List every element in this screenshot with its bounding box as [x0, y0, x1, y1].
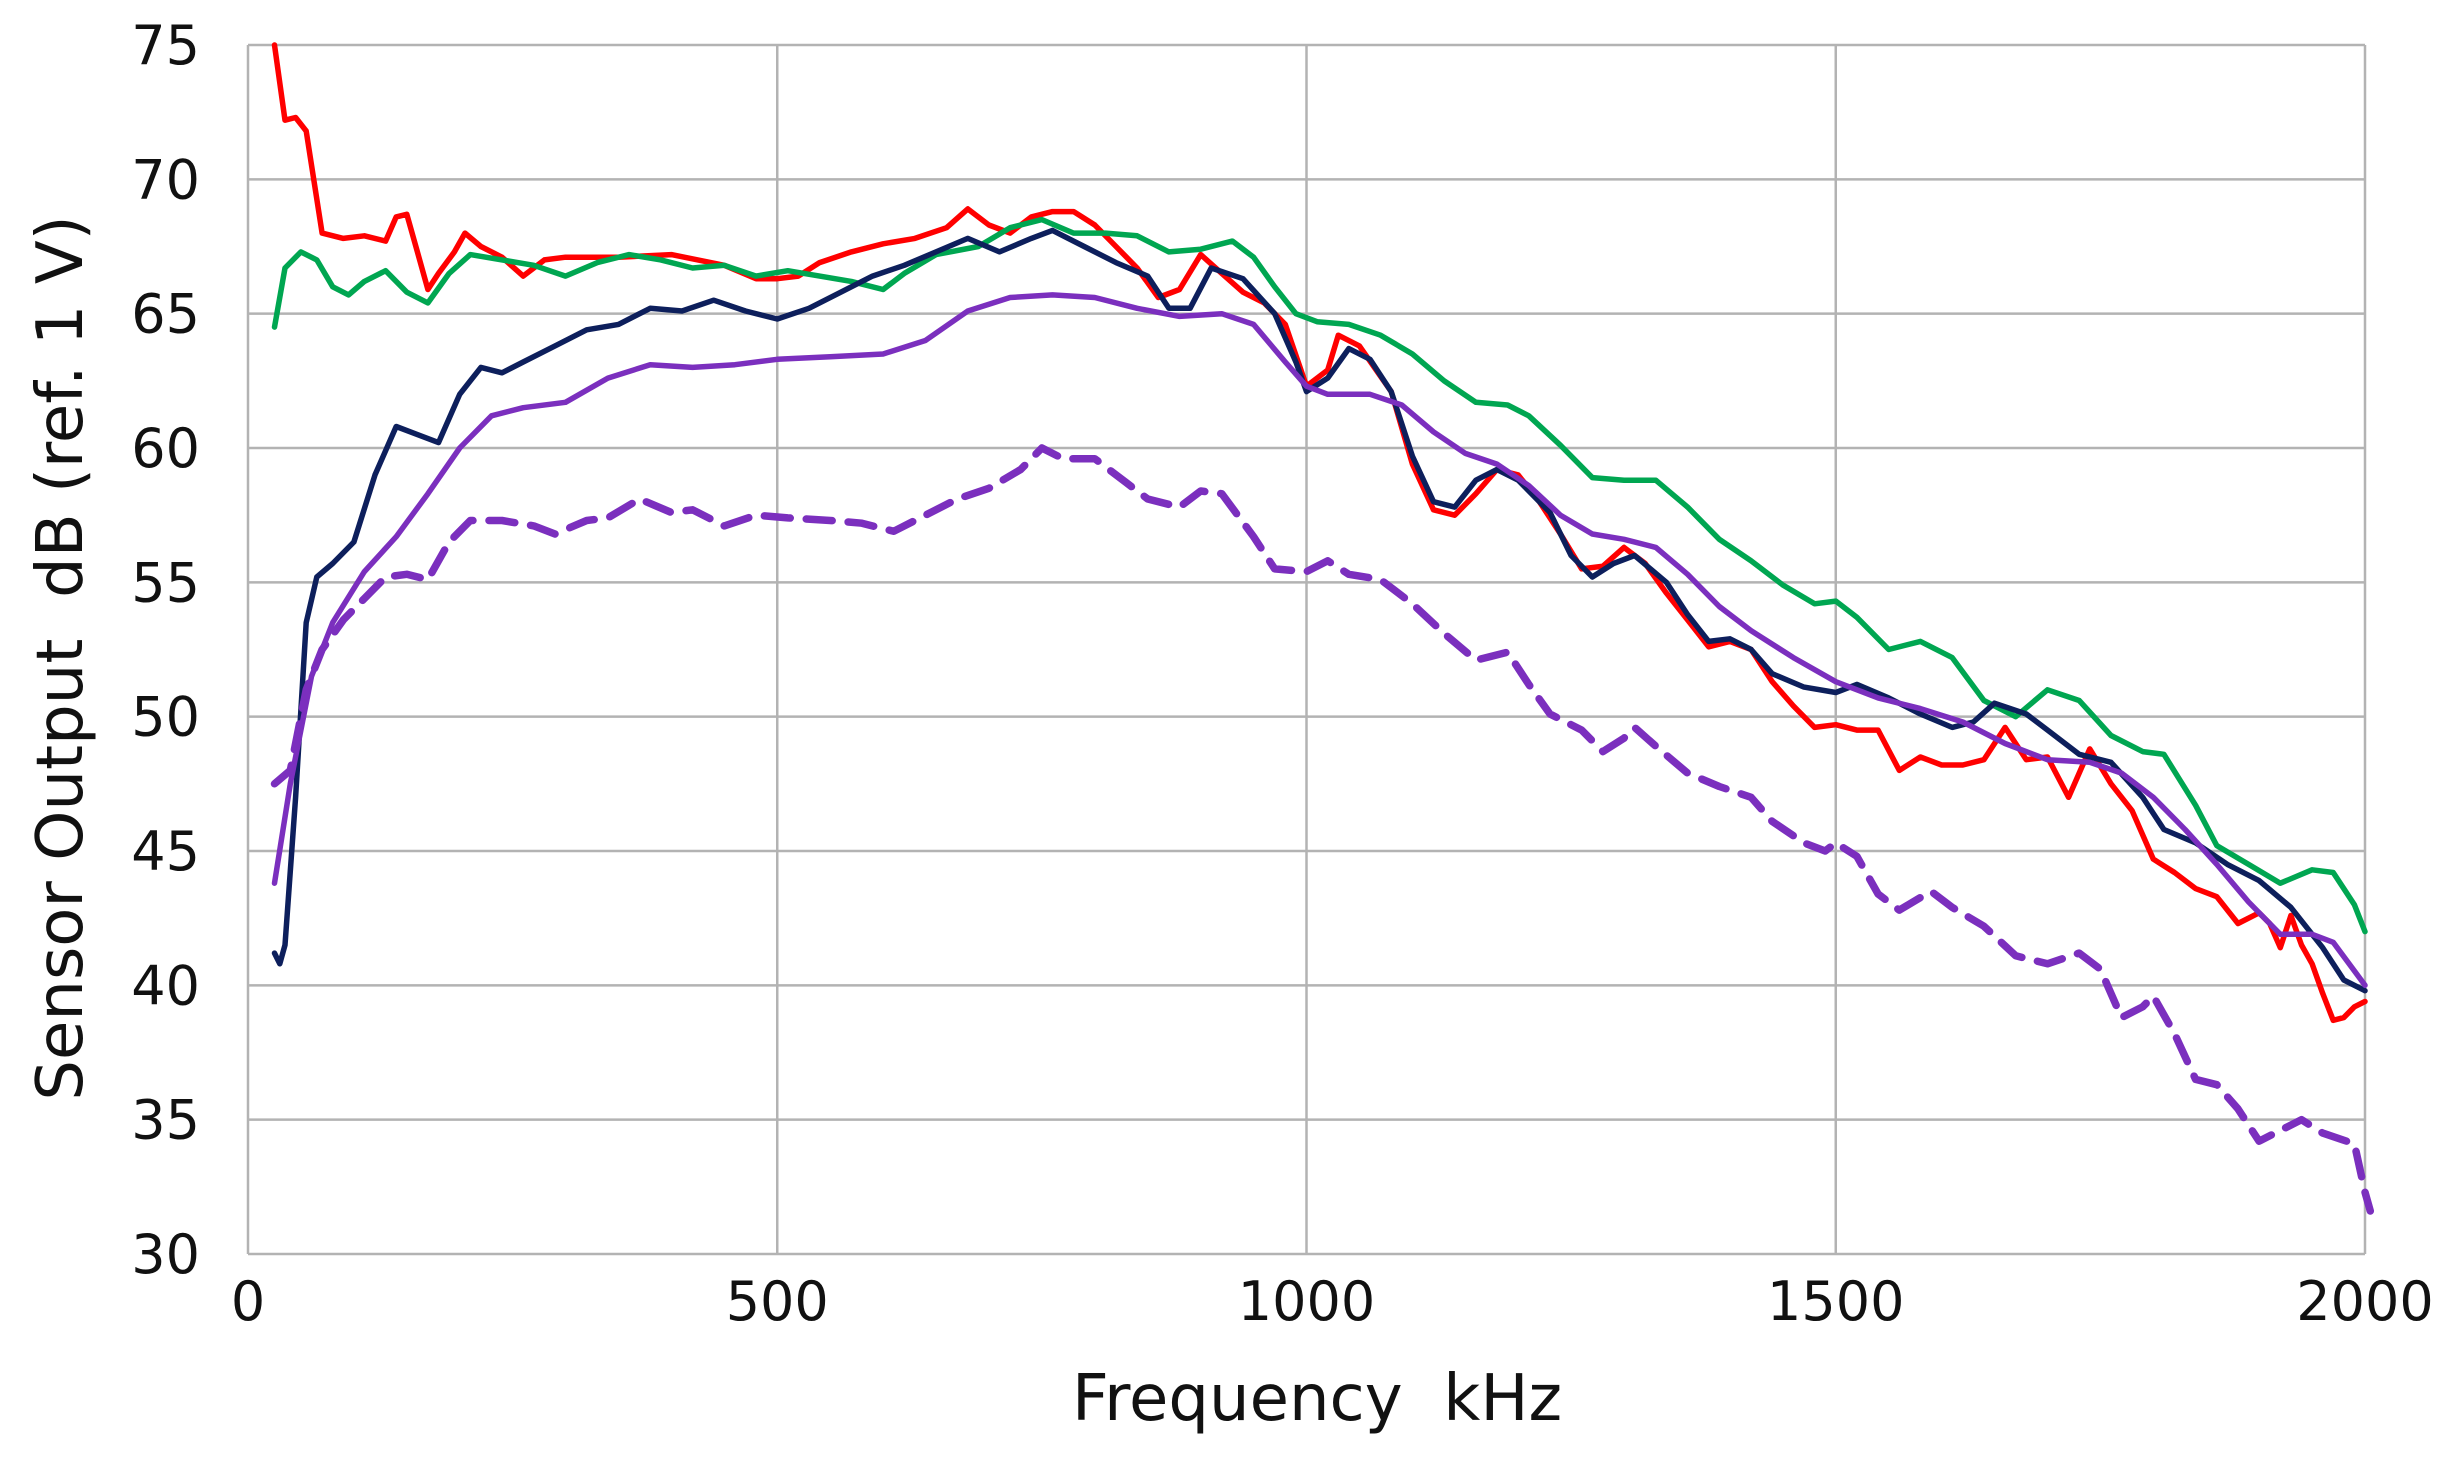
x-tick-label-1: 500: [726, 1270, 829, 1333]
series-line-2: [271, 216, 2368, 935]
x-tick-label-3: 1500: [1767, 1270, 1904, 1333]
y-tick-label-8: 70: [131, 148, 200, 211]
series-line-1: [271, 42, 2368, 1024]
x-tick-label-2: 1000: [1238, 1270, 1375, 1333]
y-axis-title: Sensor Output dB (ref. 1 V): [24, 215, 98, 1100]
y-tick-label-5: 55: [131, 551, 200, 614]
y-tick-label-0: 30: [131, 1223, 200, 1286]
x-tick-label-4: 2000: [2296, 1270, 2433, 1333]
y-tick-label-6: 60: [131, 417, 200, 480]
x-tick-label-0: 0: [231, 1270, 265, 1333]
y-tick-label-7: 65: [131, 283, 200, 346]
data-series: [270, 42, 2375, 1215]
series-line-4: [271, 292, 2368, 989]
y-tick-label-2: 40: [131, 954, 200, 1017]
y-tick-label-9: 75: [131, 14, 200, 77]
tick-labels: 0 500 1000 1500 2000 30 35 40 45 50 55 60 65 70 75: [131, 14, 2433, 1333]
series-line-5: [270, 444, 2375, 1215]
y-tick-label-4: 50: [131, 686, 200, 749]
y-tick-label-3: 45: [131, 820, 200, 883]
series-line-3: [271, 227, 2368, 994]
y-tick-label-1: 35: [131, 1089, 200, 1152]
x-axis-title: Frequency kHz: [1072, 1362, 1562, 1436]
gridlines: [246, 43, 2367, 1256]
